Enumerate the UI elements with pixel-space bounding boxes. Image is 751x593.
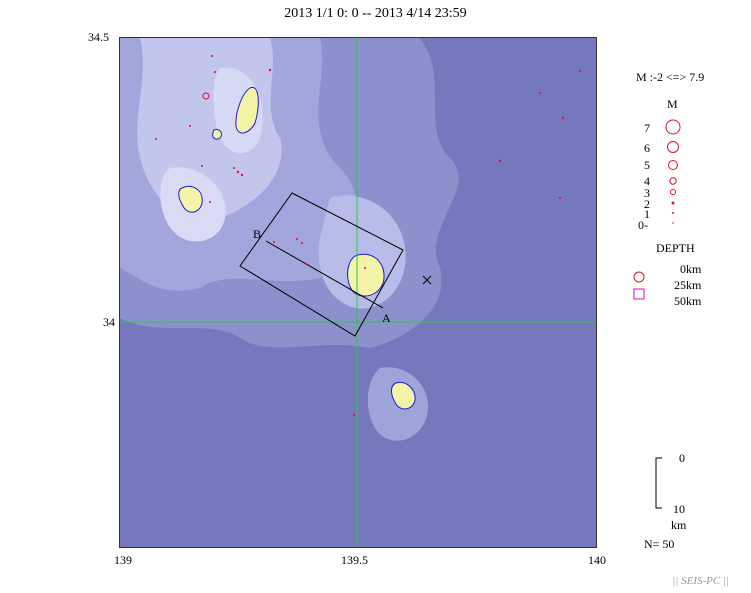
map-title: 2013 1/1 0: 0 -- 2013 4/14 23:59 — [284, 6, 467, 21]
section-label-a: A — [382, 311, 391, 325]
lat-top-label: 34.5 — [88, 30, 109, 44]
depth-50km: 50km — [674, 294, 702, 308]
cross-section-box[interactable] — [239, 192, 404, 337]
magnitude-symbols — [665, 119, 681, 224]
event-markers — [155, 55, 581, 416]
cross-section-line — [265, 240, 384, 309]
lon-mid-label: 139.5 — [341, 553, 368, 567]
depth-title: DEPTH — [656, 241, 695, 255]
lon-right-label: 140 — [588, 553, 606, 567]
relief-map — [120, 38, 596, 547]
island-toshima — [212, 129, 223, 140]
mag-5: 5 — [644, 158, 650, 172]
section-label-b: B — [253, 227, 262, 241]
island-niijima — [178, 185, 203, 213]
mag-7: 7 — [644, 121, 650, 135]
lon-left-label: 139 — [114, 553, 132, 567]
mag-0: 0- — [638, 218, 648, 232]
mag-1: 1 — [644, 207, 650, 221]
mag-3: 3 — [644, 186, 650, 200]
island-mikura — [391, 381, 416, 410]
depth-scale-bar — [655, 457, 662, 509]
cross-mark — [422, 275, 432, 285]
credit-footer: || SEIS-PC || — [672, 575, 729, 587]
lat-mid-label: 34 — [103, 315, 115, 329]
island-oshima — [235, 86, 259, 134]
mag-4: 4 — [644, 174, 650, 188]
scale-top: 0 — [679, 451, 685, 465]
mag-2: 2 — [644, 197, 650, 211]
depth-0km: 0km — [680, 262, 702, 276]
magnitude-range: M :-2 <=> 7.9 — [636, 70, 705, 84]
depth-25km: 25km — [674, 278, 702, 292]
mag-6: 6 — [644, 141, 650, 155]
scale-bottom: 10 — [673, 502, 685, 516]
map-canvas[interactable] — [119, 37, 597, 548]
scale-unit: km — [671, 518, 687, 532]
island-miyake — [347, 253, 385, 297]
magnitude-title: M — [667, 97, 678, 111]
event-count: N= 50 — [644, 537, 675, 551]
depth-symbols — [633, 271, 645, 300]
